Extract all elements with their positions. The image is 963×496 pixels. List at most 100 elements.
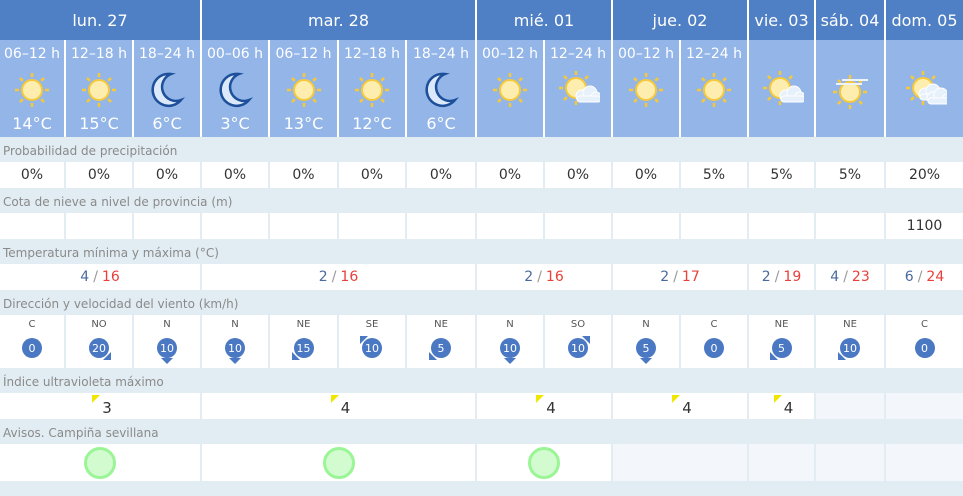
separator: / xyxy=(843,269,848,285)
sun-cloud-icon xyxy=(749,68,814,112)
temp-min: 2 xyxy=(524,269,534,285)
uv-level-icon xyxy=(330,395,339,403)
wind-direction: NO xyxy=(91,319,107,330)
avisos-label: Avisos. Campiña sevillana xyxy=(3,426,159,440)
period-temp: 6°C xyxy=(426,114,456,133)
wind-arrow-icon xyxy=(103,352,111,360)
snow-label: Cota de nieve a nivel de provincia (m) xyxy=(3,195,233,209)
period-cell: 00–12 h xyxy=(613,40,679,137)
sun-cloud-icon xyxy=(545,68,611,112)
aviso-cell xyxy=(613,444,747,481)
aviso-green-icon[interactable] xyxy=(528,446,560,479)
precip-cell: 0% xyxy=(407,162,475,188)
period-cell xyxy=(816,40,884,137)
snow-cell: 1100 xyxy=(886,213,963,239)
aviso-cell xyxy=(816,444,884,481)
period-cell: 00–12 h xyxy=(477,40,543,137)
period-temp: 15°C xyxy=(79,114,119,133)
precip-cell: 0% xyxy=(339,162,405,188)
precip-cell: 0% xyxy=(270,162,337,188)
wind-arrow-icon xyxy=(504,358,516,364)
precip-cell: 0% xyxy=(134,162,200,188)
wind-speed-badge: 10 xyxy=(360,336,382,358)
wind-arrow-icon xyxy=(582,336,590,344)
precip-cell: 0% xyxy=(66,162,132,188)
uv-cell xyxy=(816,393,884,419)
day-header: lun. 27 xyxy=(0,0,200,40)
sun-icon xyxy=(66,68,132,112)
period-label: 18–24 h xyxy=(413,46,469,62)
temp-max: 24 xyxy=(926,269,945,285)
temp-cell: 4/16 xyxy=(0,264,200,290)
wind-cell: NE 5 xyxy=(407,315,475,368)
uv-cell: 3 xyxy=(0,393,200,419)
day-header: sáb. 04 xyxy=(816,0,884,40)
sun-icon xyxy=(477,68,543,112)
wind-direction: N xyxy=(231,319,239,330)
snow-cell xyxy=(749,213,814,239)
temp-max: 16 xyxy=(545,269,564,285)
period-label: 00–12 h xyxy=(482,46,538,62)
day-header: jue. 02 xyxy=(613,0,747,40)
wind-arrow-icon xyxy=(640,358,652,364)
wind-direction: SO xyxy=(570,319,586,330)
temp-cell: 2/16 xyxy=(477,264,611,290)
wind-speed-badge: 10 xyxy=(838,338,860,360)
wind-arrow-icon xyxy=(229,358,241,364)
wind-speed-badge: 5 xyxy=(769,338,792,360)
temp-min: 4 xyxy=(830,269,840,285)
wind-cell: NO 20 xyxy=(66,315,132,368)
precip-cell: 0% xyxy=(545,162,611,188)
separator: / xyxy=(917,269,923,285)
uv-row: 3 4 4 4 4 xyxy=(0,393,963,419)
period-cell: 00–06 h 3°C xyxy=(202,40,268,137)
precip-label: Probabilidad de precipitación xyxy=(3,144,178,158)
uv-cell: 4 xyxy=(202,393,475,419)
wind-cell: NE 15 xyxy=(270,315,337,368)
period-cell: 06–12 h 13°C xyxy=(270,40,337,137)
period-temp: 3°C xyxy=(220,114,250,133)
period-label: 06–12 h xyxy=(4,46,60,62)
uv-level-icon xyxy=(773,395,782,403)
temp-cell: 2/19 xyxy=(749,264,814,290)
sun-icon xyxy=(681,68,747,112)
period-label: 00–06 h xyxy=(207,46,263,62)
wind-direction: N xyxy=(506,319,514,330)
period-temp: 6°C xyxy=(152,114,182,133)
period-cell: 12–24 h xyxy=(681,40,747,137)
period-label xyxy=(886,46,963,64)
snow-cell xyxy=(681,213,747,239)
temp-cell: 6/24 xyxy=(886,264,963,290)
wind-direction: NE xyxy=(434,319,448,330)
wind-cell: SE 10 xyxy=(339,315,405,368)
temp-min: 4 xyxy=(80,269,90,285)
wind-direction: N xyxy=(642,319,650,330)
sun-icon xyxy=(339,68,405,112)
sun-icon xyxy=(613,68,679,112)
uv-level-icon xyxy=(536,395,544,403)
wind-arrow-icon xyxy=(838,352,846,360)
uv-cell: 4 xyxy=(613,393,747,419)
period-label: 12–18 h xyxy=(344,46,400,62)
period-label: 12–24 h xyxy=(550,46,606,62)
temp-cell: 2/16 xyxy=(202,264,475,290)
uv-label: Índice ultravioleta máximo xyxy=(3,375,164,389)
wind-cell: N 10 xyxy=(202,315,268,368)
period-cell: 12–18 h 15°C xyxy=(66,40,132,137)
wind-direction: NE xyxy=(843,319,857,330)
precip-cell: 0% xyxy=(202,162,268,188)
wind-direction: NE xyxy=(296,319,311,330)
uv-value: 4 xyxy=(783,399,794,417)
wind-direction: SE xyxy=(365,319,379,330)
temp-max: 16 xyxy=(101,269,120,285)
temp-max: 19 xyxy=(783,269,802,285)
snow-cell xyxy=(613,213,679,239)
uv-value: 4 xyxy=(546,399,556,417)
aviso-green-icon[interactable] xyxy=(322,446,355,479)
wind-speed-badge: 10 xyxy=(157,338,177,364)
aviso-green-icon[interactable] xyxy=(84,446,116,479)
temp-min: 2 xyxy=(318,269,328,285)
